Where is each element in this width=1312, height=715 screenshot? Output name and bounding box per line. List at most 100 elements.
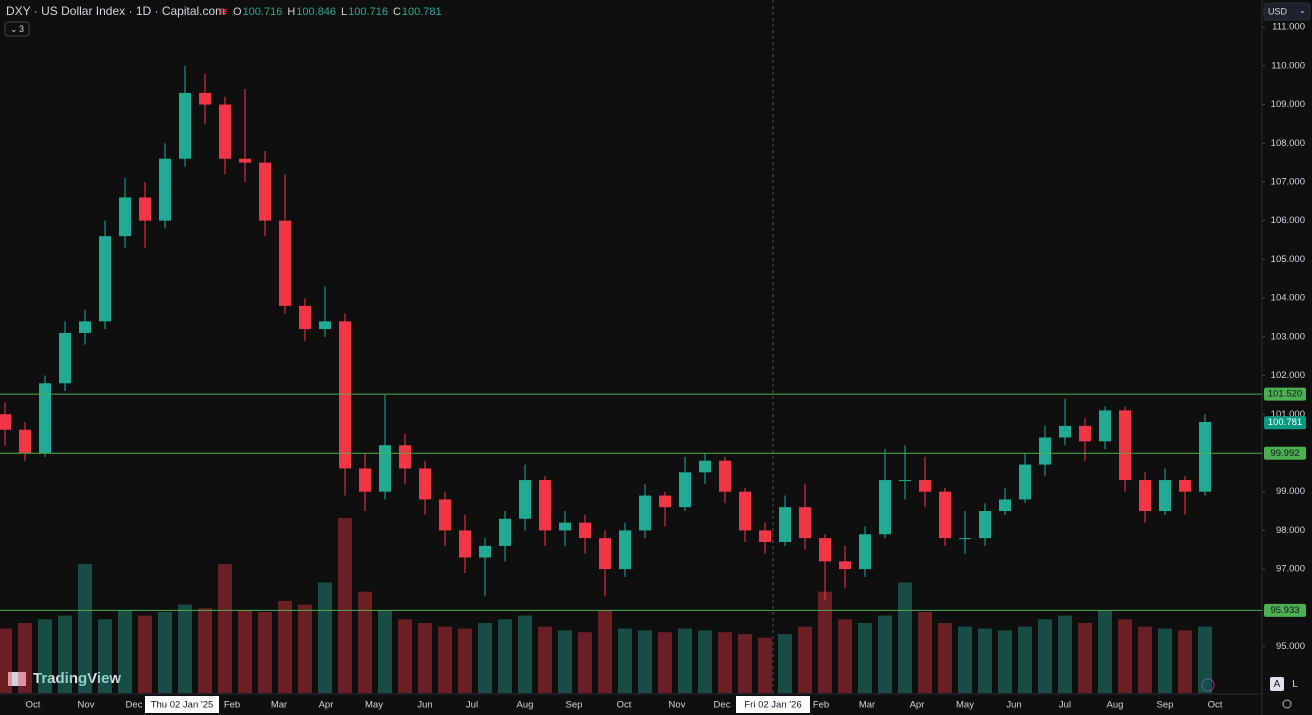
volume-bar	[918, 611, 932, 693]
candle-body	[179, 92, 191, 159]
auto-label: A	[1274, 679, 1281, 690]
y-tick-label: 106.000	[1271, 215, 1305, 226]
x-tick-label: Sep	[566, 700, 583, 711]
candle-body	[79, 321, 91, 333]
candle-body	[539, 480, 551, 531]
candle-body	[279, 220, 291, 306]
volume-bar	[378, 610, 392, 693]
volume-bar	[898, 582, 912, 693]
y-tick-label: 98.000	[1276, 525, 1305, 536]
candle-body	[1099, 410, 1111, 442]
y-tick-label: 109.000	[1271, 99, 1305, 110]
candle-body	[519, 480, 531, 519]
candle-body	[459, 530, 471, 558]
volume-bar	[1198, 626, 1212, 693]
date-tag-label: Thu 02 Jan '25	[151, 700, 214, 711]
logo: TradingView	[33, 670, 121, 687]
candle-body	[1159, 480, 1171, 512]
candle-body	[0, 414, 11, 430]
volume-bar	[658, 632, 672, 693]
volume-bar	[578, 632, 592, 693]
candle-body	[159, 158, 171, 221]
x-tick-label: May	[956, 700, 974, 711]
x-tick-label: Oct	[617, 700, 632, 711]
candle-body	[739, 491, 751, 531]
y-tick-label: 105.000	[1271, 254, 1305, 265]
volume-bar	[198, 608, 212, 693]
candle-body	[859, 534, 871, 570]
candle-body	[619, 530, 631, 570]
x-tick-label: Dec	[714, 700, 731, 711]
date-tag	[145, 696, 219, 713]
volume-bar	[438, 626, 452, 693]
x-tick-label: Aug	[1107, 700, 1124, 711]
ohlc-key: L	[341, 6, 347, 18]
candle-body	[419, 468, 431, 500]
volume-bar	[978, 628, 992, 693]
volume-bar	[118, 610, 132, 693]
y-tick-label: 107.000	[1271, 176, 1305, 187]
currency-select[interactable]	[1263, 2, 1311, 21]
volume-bar	[418, 623, 432, 693]
ohlc-value: 100.781	[402, 6, 442, 18]
indicator-chevron: ⌄	[10, 24, 18, 34]
volume-bar	[1098, 610, 1112, 693]
candle-body	[719, 460, 731, 492]
volume-bar	[878, 615, 892, 693]
x-tick-label: Jun	[1006, 700, 1021, 711]
x-tick-label: Apr	[910, 700, 925, 711]
candle-body	[59, 332, 71, 384]
alert-icon[interactable]	[1201, 678, 1215, 692]
volume-bar	[1058, 615, 1072, 693]
indicator-toggle[interactable]	[4, 21, 30, 37]
candle-body	[959, 538, 971, 540]
volume-bar	[158, 611, 172, 693]
volume-bar	[38, 619, 52, 693]
x-tick-label: Jun	[417, 700, 432, 711]
x-tick-label: Feb	[813, 700, 829, 711]
volume-bar	[238, 610, 252, 693]
level-label: 99.992	[1270, 448, 1299, 459]
candle-body	[339, 321, 351, 469]
log-button[interactable]: L	[1292, 679, 1298, 690]
volume-bar	[338, 518, 352, 693]
volume-bar	[18, 623, 32, 693]
candle-body	[999, 499, 1011, 512]
volume-bar	[1078, 623, 1092, 693]
volume-bar	[278, 600, 292, 693]
volume-bar	[758, 637, 772, 693]
y-tick-label: 95.000	[1276, 641, 1305, 652]
volume-bar	[258, 611, 272, 693]
volume-bar	[58, 615, 72, 693]
volume-bar	[558, 630, 572, 693]
volume-bar	[858, 623, 872, 693]
volume-bar	[1158, 628, 1172, 693]
last-price-tag	[1264, 416, 1306, 430]
x-tick-label: Oct	[26, 700, 41, 711]
volume-bar	[818, 591, 832, 693]
settings-icon[interactable]	[1282, 699, 1292, 709]
volume-bar	[498, 619, 512, 693]
volume-bar	[178, 604, 192, 693]
level-label: 101.520	[1268, 389, 1302, 400]
volume-bar	[298, 604, 312, 693]
level-tag	[1264, 387, 1306, 401]
volume-bar	[0, 628, 12, 693]
auto-button[interactable]	[1270, 677, 1284, 691]
volume-bar	[1138, 626, 1152, 693]
candle-body	[1039, 437, 1051, 465]
date-tag	[736, 696, 810, 713]
ohlc-value: 100.716	[348, 6, 388, 18]
candle-body	[879, 480, 891, 535]
x-tick-label: Nov	[669, 700, 686, 711]
volume-bar	[458, 628, 472, 693]
x-tick-label: Jul	[1059, 700, 1071, 711]
candle-body	[19, 429, 31, 453]
candle-body	[799, 507, 811, 539]
y-tick-label: 104.000	[1271, 293, 1305, 304]
volume-bar	[678, 628, 692, 693]
candle-body	[599, 538, 611, 570]
candle-body	[1079, 425, 1091, 442]
header: DXY · US Dollar Index · 1D · Capital.com…	[6, 4, 442, 18]
